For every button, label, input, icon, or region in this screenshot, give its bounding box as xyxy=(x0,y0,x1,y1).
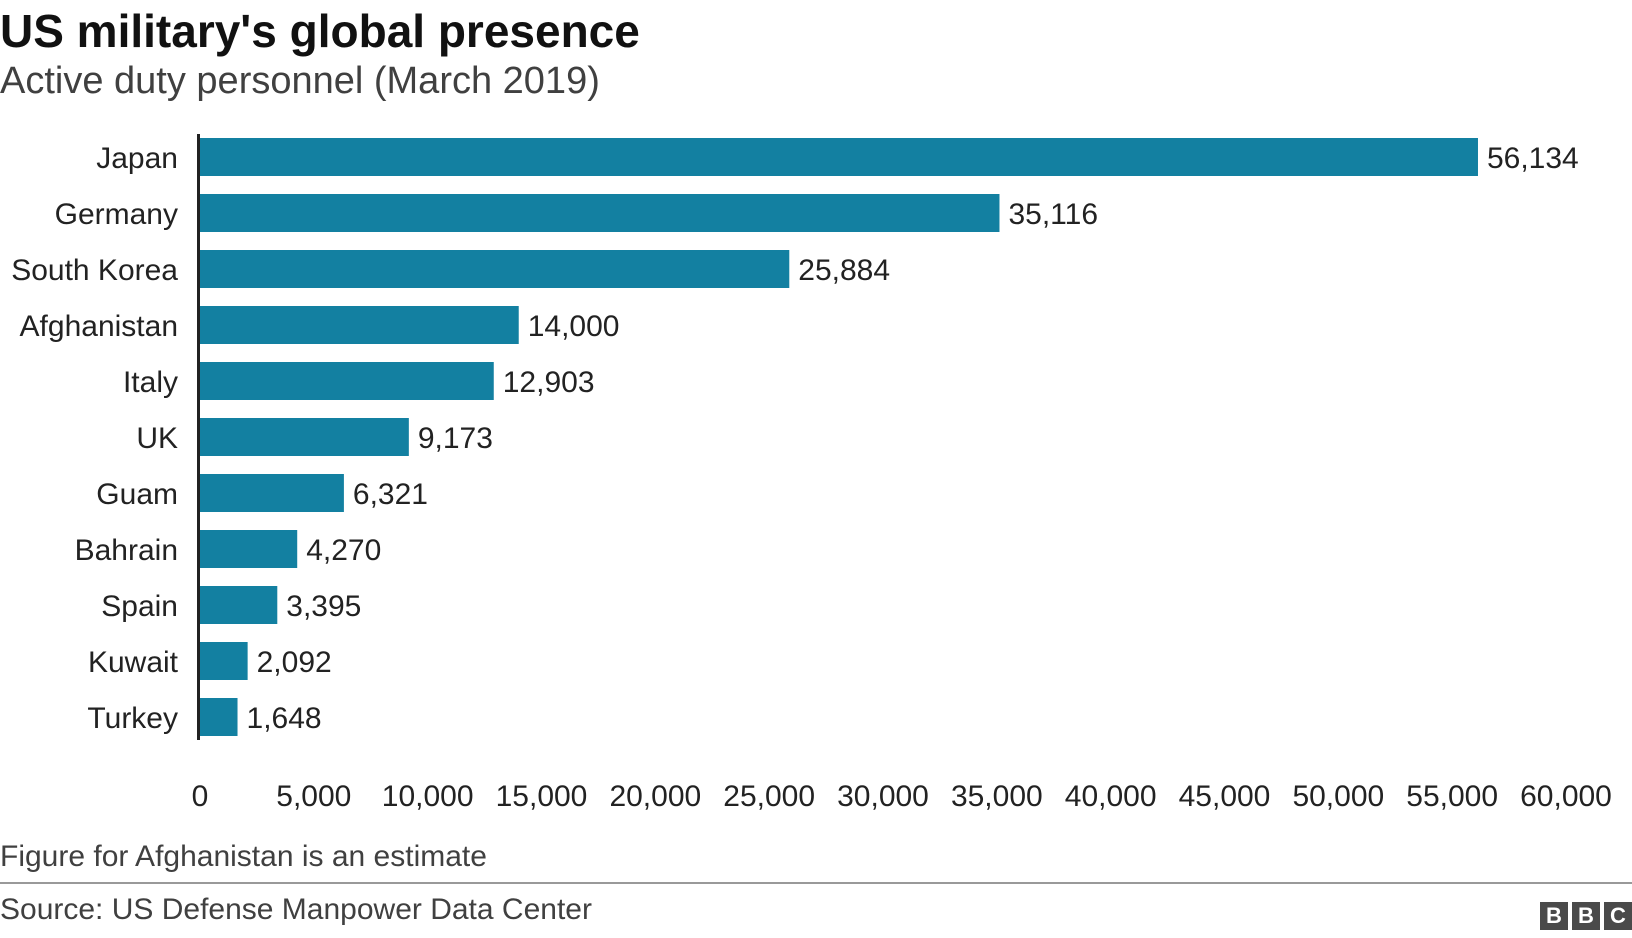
x-tick-label-15000: 15,000 xyxy=(496,780,588,813)
footer-divider xyxy=(0,882,1632,884)
x-tick-label-40000: 40,000 xyxy=(1065,780,1157,813)
category-label-japan: Japan xyxy=(96,142,178,175)
bbc-logo-letter-1: B xyxy=(1540,902,1568,930)
value-label-guam: 6,321 xyxy=(353,478,428,511)
bar-turkey xyxy=(200,698,238,736)
x-tick-label-60000: 60,000 xyxy=(1520,780,1612,813)
x-tick-label-5000: 5,000 xyxy=(276,780,351,813)
value-label-uk: 9,173 xyxy=(418,422,493,455)
value-label-bahrain: 4,270 xyxy=(306,534,381,567)
bar-south-korea xyxy=(200,250,790,288)
bar-japan xyxy=(200,138,1478,176)
bar-spain xyxy=(200,586,278,624)
chart-title: US military's global presence xyxy=(0,5,640,57)
bbc-logo-letter-2: B xyxy=(1572,902,1600,930)
value-label-germany: 35,116 xyxy=(1008,198,1098,231)
x-tick-label-45000: 45,000 xyxy=(1179,780,1271,813)
value-label-south-korea: 25,884 xyxy=(798,254,890,287)
bar-uk xyxy=(200,418,409,456)
footnote: Figure for Afghanistan is an estimate xyxy=(0,840,487,873)
bar-guam xyxy=(200,474,344,512)
category-label-turkey: Turkey xyxy=(87,702,178,735)
value-label-spain: 3,395 xyxy=(286,590,361,623)
x-tick-label-0: 0 xyxy=(192,780,209,813)
x-tick-label-30000: 30,000 xyxy=(837,780,929,813)
chart-subtitle: Active duty personnel (March 2019) xyxy=(0,60,600,102)
category-label-uk: UK xyxy=(136,422,178,455)
x-tick-label-20000: 20,000 xyxy=(609,780,701,813)
x-tick-label-50000: 50,000 xyxy=(1292,780,1384,813)
x-tick-label-55000: 55,000 xyxy=(1406,780,1498,813)
bbc-logo-letter-3: C xyxy=(1604,902,1632,930)
category-label-spain: Spain xyxy=(101,590,178,623)
category-label-kuwait: Kuwait xyxy=(88,646,179,679)
x-tick-label-10000: 10,000 xyxy=(382,780,474,813)
bar-germany xyxy=(200,194,1000,232)
value-label-kuwait: 2,092 xyxy=(257,646,332,679)
category-label-guam: Guam xyxy=(96,478,178,511)
category-label-south-korea: South Korea xyxy=(11,254,178,287)
bar-chart: Japan 56,134 Germany 35,116 South Korea 25,88… xyxy=(11,134,1612,813)
x-tick-label-35000: 35,000 xyxy=(951,780,1043,813)
category-label-bahrain: Bahrain xyxy=(75,534,178,567)
bar-kuwait xyxy=(200,642,248,680)
bbc-logo: B B C xyxy=(1540,902,1632,930)
bar-bahrain xyxy=(200,530,298,568)
bar-afghanistan xyxy=(200,306,519,344)
value-label-turkey: 1,648 xyxy=(247,702,322,735)
category-label-italy: Italy xyxy=(123,366,178,399)
category-label-afghanistan: Afghanistan xyxy=(20,310,178,343)
value-label-italy: 12,903 xyxy=(503,366,595,399)
category-label-germany: Germany xyxy=(55,198,178,231)
value-label-afghanistan: 14,000 xyxy=(528,310,620,343)
value-label-japan: 56,134 xyxy=(1487,142,1579,175)
bar-italy xyxy=(200,362,494,400)
x-tick-label-25000: 25,000 xyxy=(723,780,815,813)
source-line: Source: US Defense Manpower Data Center xyxy=(0,893,592,926)
